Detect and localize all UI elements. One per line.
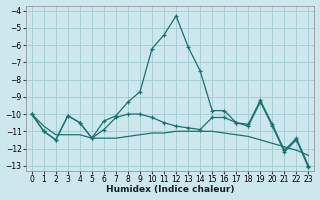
X-axis label: Humidex (Indice chaleur): Humidex (Indice chaleur) xyxy=(106,185,234,194)
